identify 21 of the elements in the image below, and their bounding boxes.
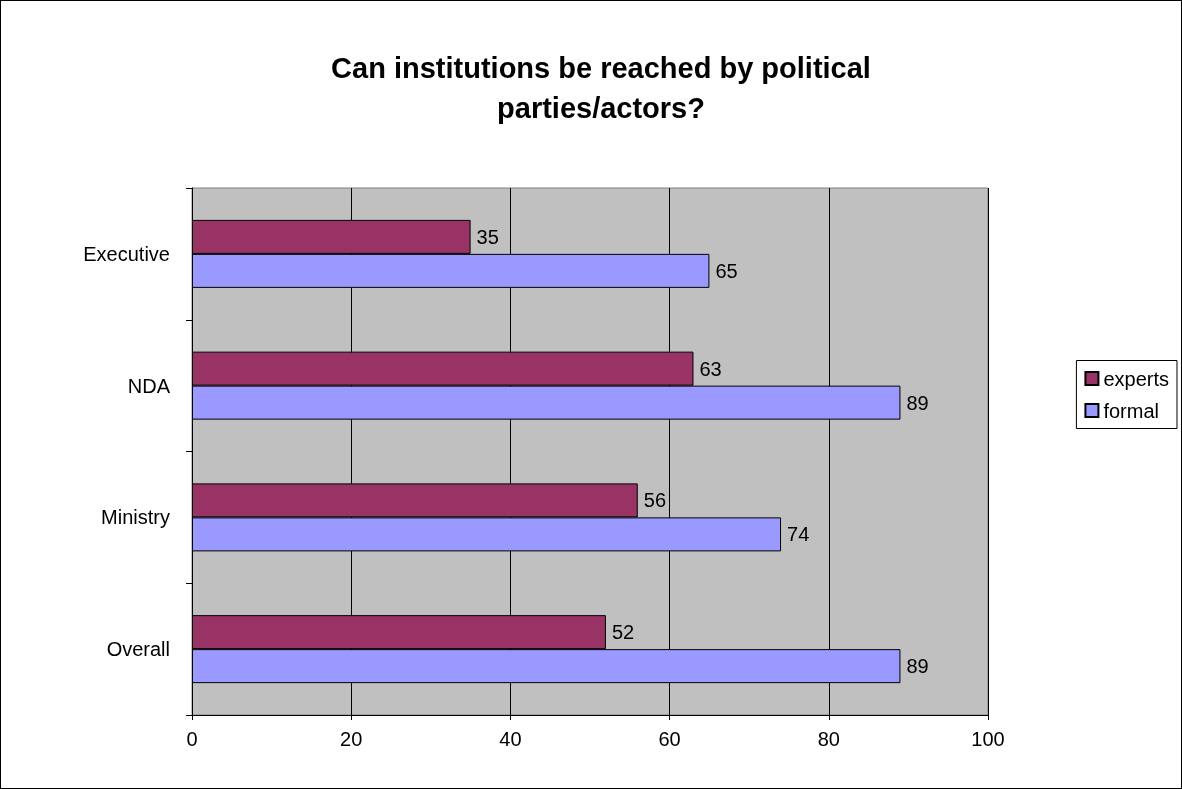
data-label: 63 — [699, 357, 722, 380]
x-tick-label: 0 — [186, 728, 198, 750]
data-label: 89 — [906, 655, 929, 678]
legend-label: experts — [1103, 367, 1170, 390]
x-tick-label: 80 — [817, 728, 840, 750]
data-label: 65 — [715, 259, 738, 282]
legend-label: formal — [1103, 399, 1159, 422]
data-label: 35 — [476, 225, 499, 248]
data-label: 56 — [643, 489, 667, 512]
y-tick-label: NDA — [127, 374, 171, 397]
y-tick-label: Executive — [83, 242, 170, 265]
data-label: 74 — [787, 523, 810, 546]
chart-title: Can institutions be reached by political parties/actors? — [331, 52, 871, 124]
x-tick-label: 60 — [658, 728, 681, 750]
x-tick-label: 100 — [971, 728, 1005, 750]
x-tick-label: 20 — [340, 728, 363, 750]
y-tick-label: Overall — [106, 638, 170, 661]
x-tick-label: 40 — [499, 728, 522, 750]
y-tick-label: Ministry — [101, 506, 170, 529]
data-label: 52 — [611, 621, 635, 644]
data-label: 89 — [906, 391, 929, 414]
